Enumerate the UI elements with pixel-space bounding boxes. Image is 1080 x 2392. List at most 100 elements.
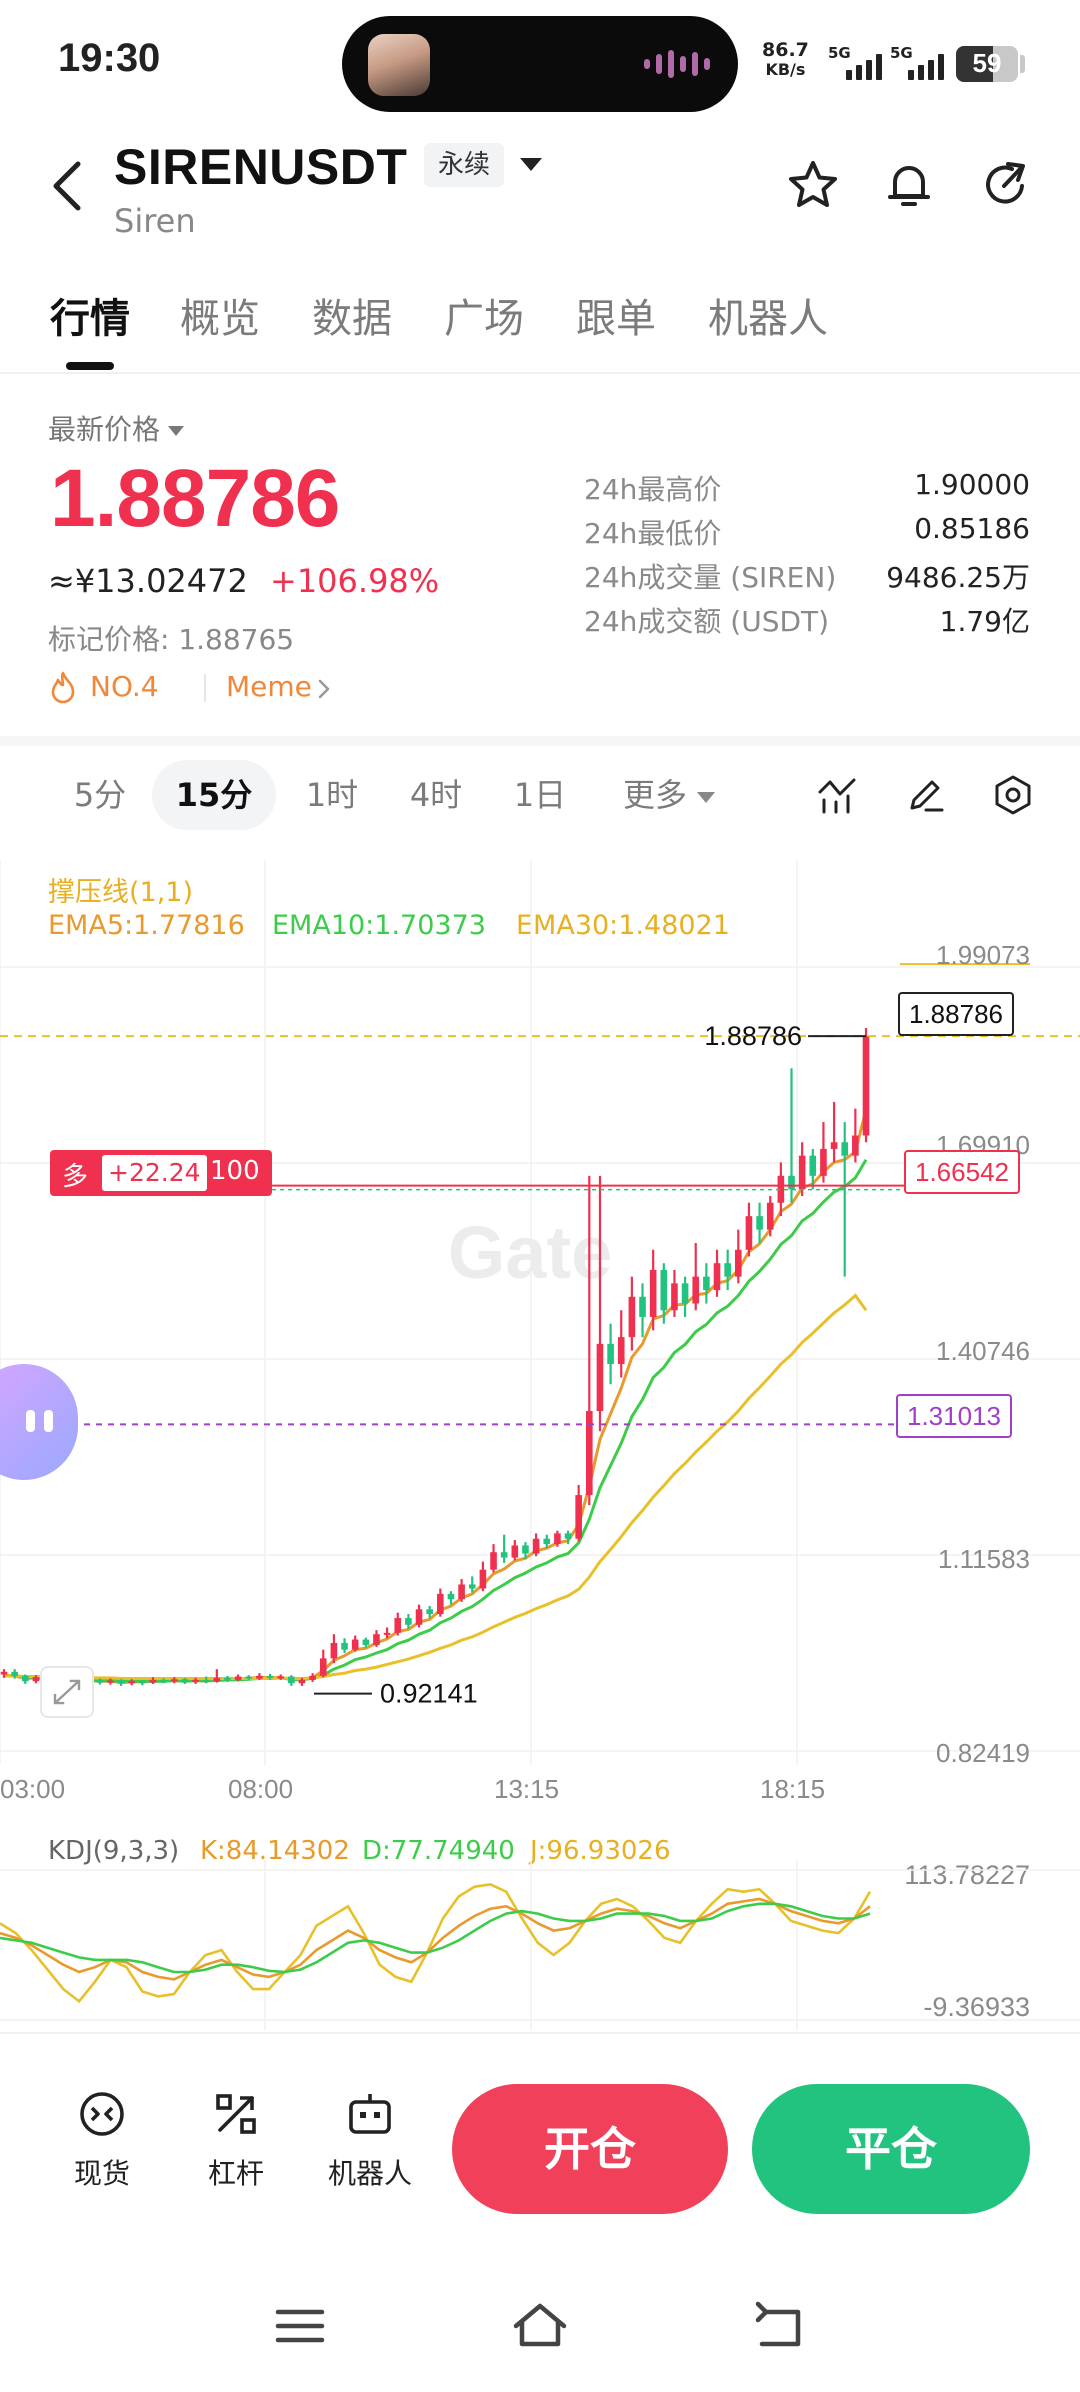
home-key-icon[interactable]	[510, 2300, 570, 2352]
candle-body	[426, 1609, 433, 1615]
candle-body	[798, 1155, 806, 1190]
kdj-j: J:96.93026	[530, 1836, 671, 1866]
position-leverage: 100	[210, 1156, 260, 1186]
ema-line-ema30	[4, 1293, 868, 1680]
y-tick-0: 1.99073	[936, 940, 1030, 970]
candle-body	[820, 1148, 827, 1176]
ema5-legend: EMA5:1.77816	[48, 910, 245, 941]
settings-icon[interactable]	[992, 774, 1034, 816]
interval-more[interactable]: 更多	[604, 760, 734, 830]
candle-body	[596, 1343, 604, 1412]
latest-price-label[interactable]: 最新价格	[48, 408, 185, 448]
symbol-title[interactable]: SIRENUSDT	[114, 139, 408, 195]
candle-body	[586, 1411, 593, 1496]
interval-selector: 5分 15分 1时 4时 1日 更多	[0, 752, 1080, 836]
last-price-box: 1.88786	[898, 992, 1014, 1036]
star-icon[interactable]	[786, 158, 840, 212]
battery-tip	[1020, 55, 1025, 73]
candle-body	[405, 1618, 412, 1625]
floating-assistant-button[interactable]	[0, 1364, 78, 1480]
low-callout-label: 0.92141	[380, 1679, 478, 1709]
tab-copy-trading[interactable]: 跟单	[576, 296, 656, 342]
bell-icon[interactable]	[882, 158, 936, 212]
candle-body	[607, 1343, 614, 1365]
tab-market[interactable]: 行情	[50, 296, 130, 342]
candle-body	[351, 1639, 359, 1650]
share-icon[interactable]	[978, 158, 1032, 212]
position-tag[interactable]: 多 +22.24 100	[50, 1150, 272, 1196]
interval-5m[interactable]: 5分	[73, 776, 127, 814]
tab-square[interactable]: 广场	[444, 296, 524, 342]
candle-body	[192, 1679, 199, 1682]
draw-pencil-icon[interactable]	[904, 774, 946, 816]
open-position-button[interactable]: 开仓	[452, 2084, 728, 2214]
tag-separator	[204, 674, 206, 702]
candle-body	[256, 1675, 263, 1679]
fullscreen-icon[interactable]	[40, 1666, 94, 1718]
candle-body	[117, 1680, 125, 1684]
candle-body	[649, 1269, 657, 1317]
interval-4h[interactable]: 4时	[409, 776, 463, 814]
chevron-right-icon[interactable]	[316, 678, 332, 700]
back-arrow-icon[interactable]	[44, 156, 94, 216]
kdj-d: D:77.74940	[362, 1836, 515, 1866]
candle-body	[511, 1545, 519, 1558]
tab-data[interactable]: 数据	[312, 296, 392, 342]
candle-body	[809, 1155, 817, 1176]
tab-bots[interactable]: 机器人	[708, 296, 828, 342]
fire-icon	[51, 671, 75, 704]
candle-body	[170, 1679, 178, 1682]
candle-body	[554, 1533, 561, 1545]
back-key-icon[interactable]	[750, 2300, 810, 2352]
candle-body	[575, 1495, 582, 1539]
spot-button[interactable]: 现货	[52, 2086, 152, 2192]
x-tick-2: 13:15	[494, 1774, 560, 1804]
kdj-line-k	[0, 1897, 871, 1981]
signal-sim1-icon: 5G	[828, 44, 882, 80]
candle-body	[298, 1679, 306, 1684]
interval-1d[interactable]: 1日	[513, 776, 567, 814]
tab-overview[interactable]: 概览	[180, 296, 260, 342]
stat-low: 24h最低价 0.85186	[584, 512, 1030, 550]
kdj-chart[interactable]	[0, 1860, 1080, 2030]
rank-tag[interactable]: NO.4	[90, 670, 159, 703]
interval-15m[interactable]: 15分	[152, 760, 276, 830]
chevron-down-icon	[168, 426, 185, 436]
candle-body	[692, 1276, 700, 1304]
indicator-icon[interactable]	[816, 774, 858, 816]
candle-body	[628, 1296, 636, 1338]
candle-body	[777, 1175, 785, 1203]
x-tick-1: 08:00	[228, 1774, 294, 1804]
candle-body	[202, 1679, 210, 1682]
mark-price: 标记价格: 1.88765	[48, 623, 295, 656]
candle-body	[288, 1676, 295, 1684]
candle-body	[713, 1263, 721, 1291]
stats-24h: 24h最高价 1.90000 24h最低价 0.85186 24h成交量 (SIRE…	[584, 468, 1030, 644]
interval-1h[interactable]: 1时	[305, 776, 359, 814]
candle-body	[766, 1202, 774, 1230]
alert-price-box[interactable]: 1.31013	[896, 1394, 1012, 1438]
category-tag[interactable]: Meme	[226, 670, 312, 703]
ema-line-ema10	[4, 1158, 868, 1683]
close-position-button[interactable]: 平仓	[752, 2084, 1030, 2214]
price-cny: ≈¥13.02472	[48, 562, 248, 600]
menu-key-icon[interactable]	[270, 2300, 330, 2352]
ema30-legend: EMA30:1.48021	[516, 910, 730, 941]
entry-price-box[interactable]: 1.66542	[904, 1150, 1020, 1194]
robot-button[interactable]: 机器人	[320, 2086, 420, 2192]
main-tabs: 行情 概览 数据 广场 跟单 机器人	[0, 280, 1080, 372]
candlestick-chart[interactable]: Gate 1.88786 0.92141	[0, 860, 1080, 1790]
candle-body	[181, 1679, 189, 1682]
candle-body	[245, 1676, 253, 1679]
candle-body	[394, 1618, 402, 1633]
candle-body	[319, 1658, 327, 1676]
y-tick-3: 1.11583	[937, 1544, 1030, 1574]
price-change-percent: +106.98%	[270, 562, 440, 600]
candle-body	[128, 1681, 136, 1684]
clock: 19:30	[58, 36, 161, 80]
symbol-dropdown-icon[interactable]	[520, 158, 542, 171]
margin-button[interactable]: 杠杆	[186, 2086, 286, 2192]
candle-body	[745, 1216, 753, 1250]
dynamic-island[interactable]	[342, 16, 738, 112]
battery-icon: 59	[956, 46, 1018, 82]
